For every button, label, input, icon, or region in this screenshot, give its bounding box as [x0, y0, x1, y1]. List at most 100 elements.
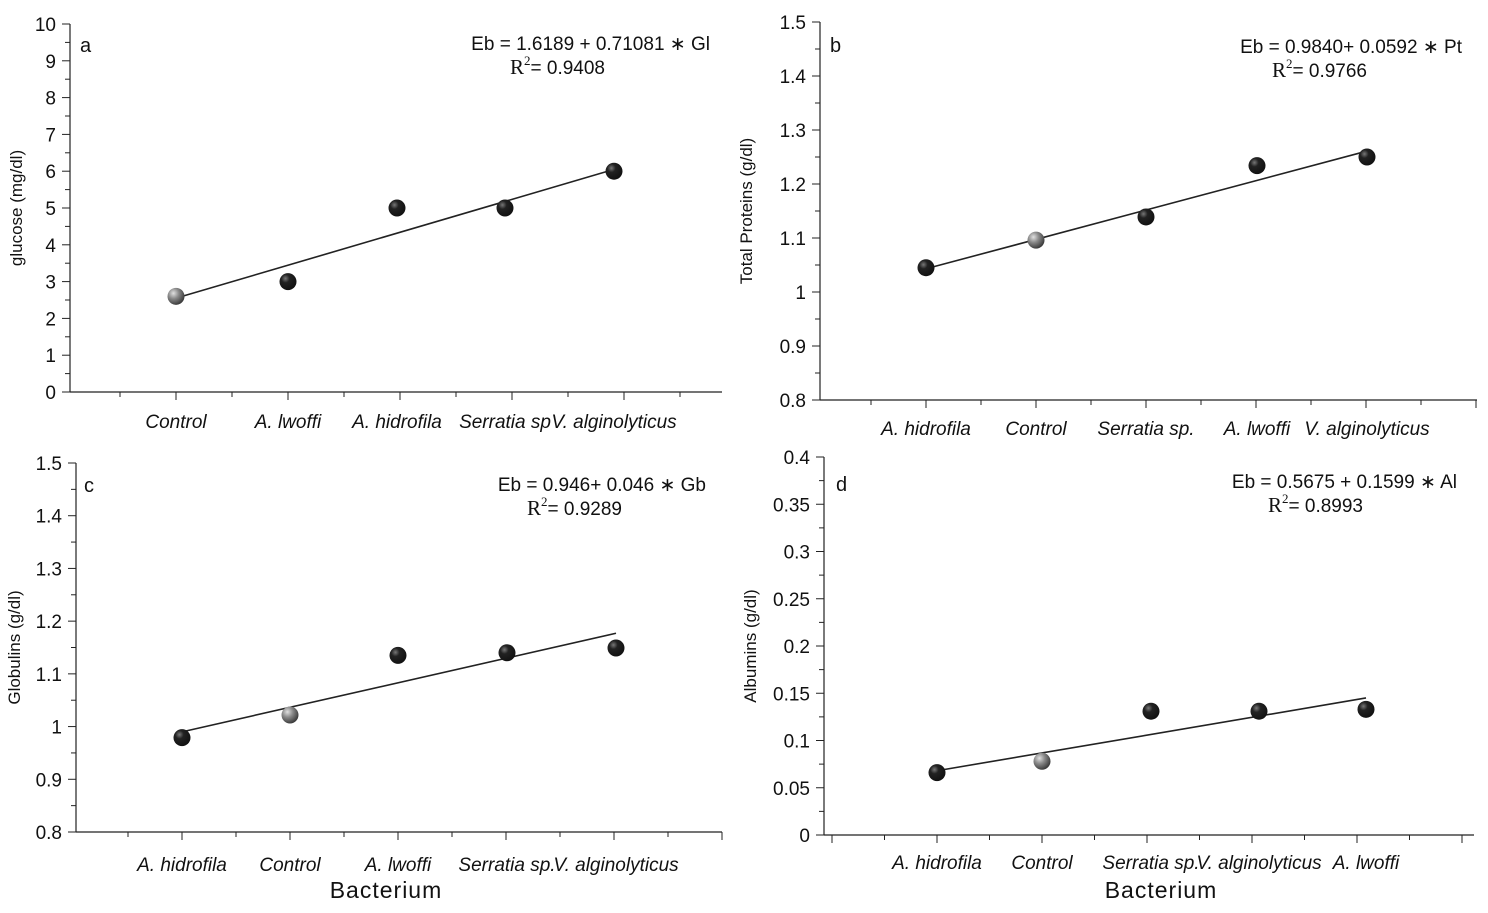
y-tick-label: 0.8: [780, 391, 806, 412]
data-point: [917, 259, 935, 277]
panel-letter: c: [84, 475, 94, 497]
y-axis-title: Albumins (g/dl): [741, 589, 760, 702]
y-tick-label: 1.1: [36, 665, 62, 686]
x-category-label: A. lwoffi: [254, 412, 322, 433]
panel-letter: d: [836, 474, 847, 496]
x-category-label: V. alginolyticus: [551, 412, 677, 433]
x-category-label: A. lwoffi: [1223, 419, 1291, 440]
y-tick-label: 3: [45, 273, 56, 294]
y-tick-label: 1.2: [780, 175, 806, 196]
chart-panel-c: 0.8 0.9 1 1.1 1.2 1.3 1.4 1.5 A. hidrofila Contro…: [5, 454, 723, 903]
x-category-label: A. hidrofila: [891, 853, 982, 874]
x-category-label: Serratia sp.: [458, 855, 555, 876]
y-tick-label: 0.9: [780, 337, 806, 358]
y-tick-label: 9: [45, 52, 56, 73]
x-category-label: Control: [259, 855, 321, 876]
x-category-label: V. alginolyticus: [553, 855, 679, 876]
y-tick-label: 2: [45, 309, 56, 330]
data-point: [605, 162, 623, 180]
y-tick-label: 4: [45, 236, 56, 257]
data-point: [607, 639, 625, 657]
y-tick-label: 10: [35, 15, 56, 36]
y-tick-label: 0.9: [36, 770, 62, 791]
x-axis-title: Bacterium: [1105, 877, 1218, 903]
y-tick-label: 1.4: [36, 507, 63, 528]
data-point: [496, 199, 514, 217]
regression-equation: Eb = 0.5675 + 0.1599 ∗ Al: [1232, 472, 1457, 493]
y-tick-label: 0: [799, 826, 810, 847]
data-point: [1137, 208, 1155, 226]
chart-panel-b: 0.8 0.9 1 1.1 1.2 1.3 1.4 1.5 A. hidrofila Contro…: [737, 13, 1477, 440]
data-point: [1248, 157, 1266, 175]
y-tick-label: 0: [45, 383, 56, 404]
r-squared-label: R2= 0.8993: [1268, 491, 1363, 517]
y-tick-label: 1.5: [36, 454, 62, 475]
data-point: [498, 644, 516, 662]
y-tick-label: 0.2: [784, 637, 810, 658]
data-point: [389, 646, 407, 664]
y-tick-label: 7: [45, 125, 56, 146]
y-tick-label: 0.15: [773, 684, 810, 705]
x-category-label: V. alginolyticus: [1304, 419, 1430, 440]
r-squared-label: R2= 0.9289: [527, 494, 622, 520]
regression-line: [175, 168, 615, 299]
y-tick-label: 1.5: [780, 13, 806, 34]
y-tick-label: 1.2: [36, 612, 62, 633]
panel-letter: a: [80, 35, 92, 57]
y-tick-label: 1.1: [780, 229, 806, 250]
data-point: [279, 273, 297, 291]
chart-panel-d: 0 0.05 0.1 0.15 0.2 0.25 0.3 0.35 0.4 A. hidrofil…: [741, 448, 1474, 903]
regression-equation: Eb = 1.6189 + 0.71081 ∗ Gl: [471, 34, 710, 55]
x-category-label: Control: [145, 412, 207, 433]
data-point: [173, 729, 191, 747]
y-tick-label: 5: [45, 199, 56, 220]
x-category-label: Serratia sp.: [1097, 419, 1194, 440]
x-category-label: A. hidrofila: [136, 855, 227, 876]
regression-line: [936, 697, 1367, 772]
y-axis-title: Globulins (g/dl): [5, 590, 24, 704]
y-axis-title: Total Proteins (g/dl): [737, 138, 756, 284]
y-tick-label: 6: [45, 162, 56, 183]
x-category-label: V. alginolyticus: [1196, 853, 1322, 874]
panel-letter: b: [830, 35, 841, 57]
r-squared-label: R2= 0.9766: [1272, 56, 1367, 82]
data-point: [1142, 702, 1160, 720]
y-tick-label: 1.3: [780, 121, 806, 142]
x-category-label: A. hidrofila: [880, 419, 971, 440]
x-category-label: Serratia sp: [459, 412, 551, 433]
data-point: [928, 764, 946, 782]
regression-equation: Eb = 0.946+ 0.046 ∗ Gb: [498, 475, 706, 496]
data-point: [281, 706, 299, 724]
r-squared-label: R2= 0.9408: [510, 53, 605, 79]
y-tick-label: 1: [795, 283, 806, 304]
x-category-label: A. lwoffi: [1332, 853, 1400, 874]
y-tick-label: 0.8: [36, 823, 62, 844]
y-tick-label: 0.25: [773, 590, 810, 611]
data-point: [1033, 752, 1051, 770]
data-point: [1027, 231, 1045, 249]
chart-panel-a: 0 1 2 3 4 5 6 7 8 9 10 Control A. lwoffi A. hidrofila…: [7, 15, 722, 433]
y-tick-label: 1: [51, 718, 62, 739]
x-category-label: A. lwoffi: [364, 855, 432, 876]
data-point: [388, 199, 406, 217]
y-tick-label: 0.3: [784, 543, 810, 564]
regression-equation: Eb = 0.9840+ 0.0592 ∗ Pt: [1240, 37, 1463, 58]
y-tick-label: 0.1: [784, 732, 810, 753]
x-category-label: Control: [1011, 853, 1073, 874]
y-tick-label: 0.4: [784, 448, 811, 469]
x-category-label: Control: [1005, 419, 1067, 440]
y-tick-label: 1.3: [36, 559, 62, 580]
x-category-label: A. hidrofila: [351, 412, 442, 433]
y-axis-title: glucose (mg/dl): [7, 150, 26, 266]
data-point: [1250, 702, 1268, 720]
y-tick-label: 0.35: [773, 495, 810, 516]
y-tick-label: 0.05: [773, 779, 810, 800]
y-tick-label: 8: [45, 89, 56, 110]
x-category-label: Serratia sp.: [1102, 853, 1199, 874]
x-axis-title: Bacterium: [330, 877, 443, 903]
data-point: [1358, 148, 1376, 166]
y-tick-label: 1.4: [780, 67, 807, 88]
regression-line: [181, 632, 617, 733]
data-point: [1357, 700, 1375, 718]
